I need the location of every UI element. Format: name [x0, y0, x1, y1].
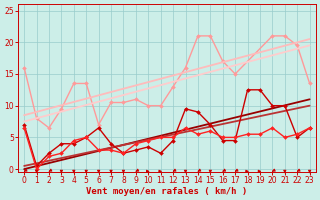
X-axis label: Vent moyen/en rafales ( km/h ): Vent moyen/en rafales ( km/h )	[86, 187, 248, 196]
